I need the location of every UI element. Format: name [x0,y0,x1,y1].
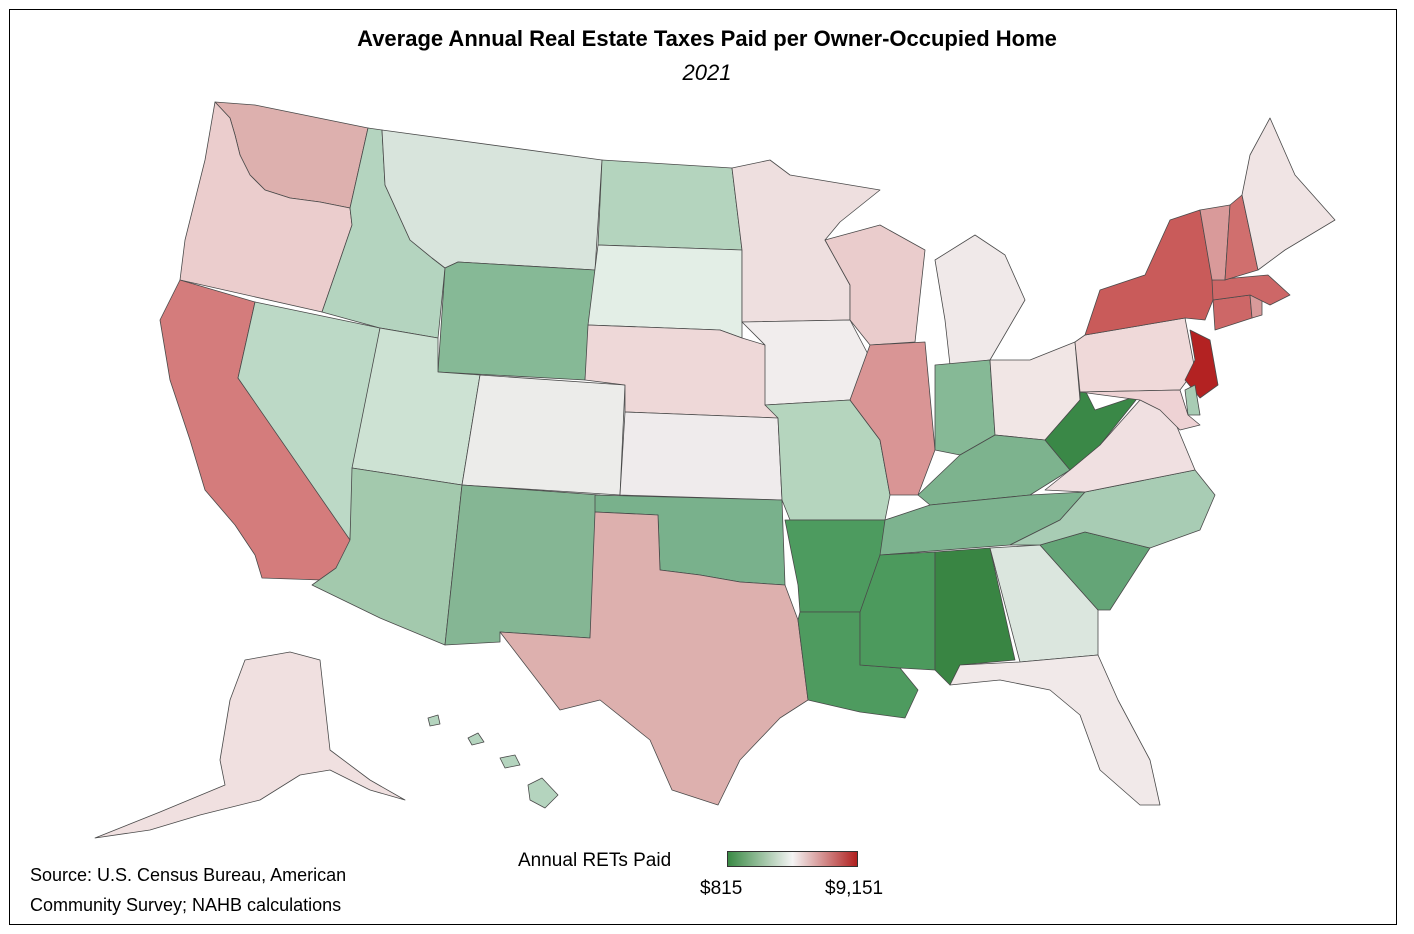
state-ND [597,159,743,251]
state-AK [94,651,406,839]
state-NC [1009,469,1216,549]
state-IL [849,341,936,496]
state-FL [949,654,1161,806]
state-ME [1241,117,1336,271]
state-MA [1211,274,1291,306]
legend-min-label: $815 [700,878,743,899]
state-MI [934,234,1026,366]
state-NJ [1184,329,1219,399]
state-DE [1184,384,1201,416]
state-NM [444,484,601,646]
source-note: Source: U.S. Census Bureau, American Com… [30,865,347,915]
state-CO [461,374,626,496]
legend-title: Annual RETs Paid [518,850,672,871]
map-subtitle: 2021 [682,60,732,85]
state-HI-oahu [467,732,485,746]
state-HI-maui [499,754,521,769]
state-GA [989,544,1099,663]
legend-color-bar [727,851,858,867]
state-NY [1084,209,1216,336]
state-HI [527,777,559,809]
state-KS [619,411,783,501]
state-CT [1212,294,1253,331]
state-MD [1079,389,1201,431]
state-WY [437,261,596,381]
legend-max-label: $9,151 [825,878,884,899]
state-SD [587,244,743,339]
state-TX [499,511,809,806]
state-HI-kauai [427,714,441,727]
state-WV [1044,379,1141,471]
map-title: Average Annual Real Estate Taxes Paid pe… [357,26,1057,51]
